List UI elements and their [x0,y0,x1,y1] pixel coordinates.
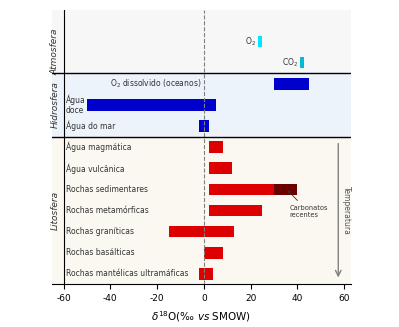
Bar [209,183,286,195]
Bar [199,268,213,280]
Text: Rochas mantélicas ultramáficas: Rochas mantélicas ultramáficas [66,269,188,278]
Bar [274,78,309,90]
Bar [209,163,232,174]
Text: Água do mar: Água do mar [66,121,115,131]
Text: Água
doce: Água doce [66,95,86,115]
Text: Hidrosfera: Hidrosfera [51,81,60,128]
Text: Rochas basálticas: Rochas basálticas [66,248,134,257]
Text: Água magmática: Água magmática [66,142,131,152]
Bar [169,226,234,237]
Text: Temperatura: Temperatura [342,186,351,235]
Bar [199,120,209,132]
Text: O$_2$ dissolvido (oceanos): O$_2$ dissolvido (oceanos) [110,77,201,90]
Bar [258,36,262,47]
Bar [52,10,351,73]
Text: Litosfera: Litosfera [51,191,60,230]
Bar [52,137,351,284]
Bar [300,57,304,68]
Bar [87,99,215,111]
Bar [52,73,351,137]
Text: CO$_2$: CO$_2$ [282,56,298,69]
Text: Rochas metamórficas: Rochas metamórficas [66,206,149,215]
Text: Rochas sedimentares: Rochas sedimentares [66,185,148,194]
Bar [209,141,223,153]
Text: Rochas graníticas: Rochas graníticas [66,227,134,236]
Bar [209,205,262,216]
X-axis label: $\delta^{18}$O(‰ $\mathit{vs}$ SMOW): $\delta^{18}$O(‰ $\mathit{vs}$ SMOW) [152,309,251,324]
Bar [274,183,297,195]
Bar [204,247,223,259]
Text: O$_2$: O$_2$ [245,35,256,48]
Text: Carbonatos
recentes: Carbonatos recentes [288,191,328,218]
Text: Atmosfera: Atmosfera [51,29,60,75]
Text: Água vulcânica: Água vulcânica [66,163,124,174]
